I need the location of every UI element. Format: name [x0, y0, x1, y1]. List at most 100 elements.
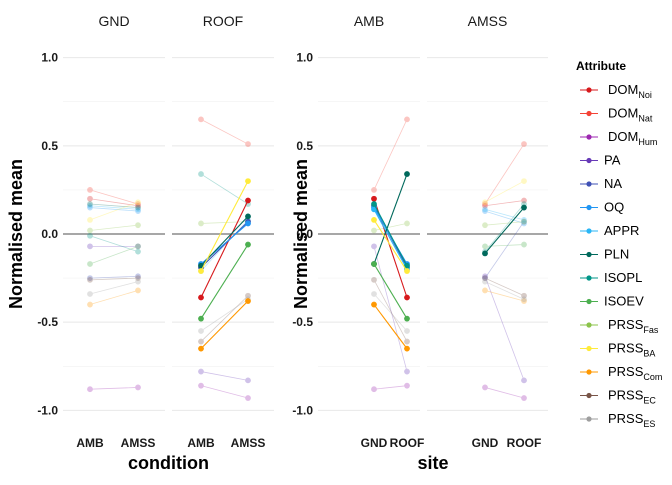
x-tick-label: AMSS — [121, 436, 156, 450]
facet-panel-roof: ROOF AMB AMSS — [172, 13, 274, 450]
series-line-dom-hum — [87, 384, 141, 393]
series-segment — [484, 221, 525, 226]
legend-key-point — [586, 345, 592, 352]
data-point — [482, 201, 488, 207]
legend-item: ISOPL — [580, 270, 642, 285]
legend-label-subscript: Noi — [638, 90, 652, 100]
data-point — [482, 206, 488, 213]
series-line-dom-hum — [482, 384, 527, 401]
series-segment — [484, 200, 525, 207]
series-line-isoev — [198, 241, 251, 322]
series-line-isoev — [87, 243, 141, 267]
data-point — [482, 222, 488, 229]
series-segment — [373, 173, 408, 265]
series-segment — [484, 143, 525, 205]
legend-label-subscript: Hum — [638, 137, 657, 147]
legend-item: PLN — [580, 247, 629, 262]
data-point — [135, 199, 141, 206]
data-point — [87, 291, 93, 297]
legend-item: OQ — [580, 200, 624, 215]
data-point — [198, 268, 204, 274]
legend-label: PRSSCom — [608, 364, 662, 382]
data-point — [482, 275, 488, 281]
series-segment — [200, 215, 249, 267]
series-segment — [373, 385, 408, 390]
y-tick-label: 1.0 — [296, 51, 313, 65]
data-point — [135, 287, 141, 294]
data-point — [135, 248, 141, 255]
legend-label: ISOEV — [604, 294, 644, 309]
data-point — [245, 178, 251, 184]
legend-key-point — [586, 392, 592, 399]
series-segment — [484, 210, 525, 224]
data-point — [87, 275, 93, 281]
series-line-pln — [198, 213, 251, 269]
legend-item: APPR — [580, 223, 639, 238]
series-segment — [200, 385, 249, 399]
data-point — [135, 275, 141, 281]
series-segment — [89, 277, 139, 281]
legend-key-point — [586, 228, 592, 234]
series-segment — [373, 246, 408, 372]
data-point — [198, 220, 204, 227]
series-line-dom-nat — [482, 141, 527, 207]
data-point — [198, 116, 204, 123]
data-point — [521, 220, 527, 227]
series-segment — [484, 208, 525, 221]
series-segment — [484, 276, 525, 381]
series-segment — [89, 203, 139, 208]
x-tick-label: GND — [472, 436, 499, 450]
series-line-prss-ba — [198, 178, 251, 274]
series-line-prss-ec — [371, 276, 410, 345]
series-line-isopl — [87, 232, 141, 255]
series-line-pln — [87, 201, 141, 211]
series-line-prss-fas — [482, 218, 527, 229]
data-point — [135, 243, 141, 250]
data-point — [521, 296, 527, 303]
series-line-prss-com — [371, 301, 410, 352]
data-point — [198, 294, 204, 301]
data-point — [87, 301, 93, 308]
legend-key-point — [586, 157, 592, 164]
legend-label-subscript: EC — [643, 396, 656, 406]
series-line-dom-nat — [87, 187, 141, 207]
data-point — [482, 243, 488, 250]
series-line-dom-noi — [87, 195, 141, 209]
series-segment — [89, 189, 139, 205]
legend-key-point — [586, 110, 592, 117]
legend-label-main: DOM — [608, 106, 638, 121]
data-point — [135, 208, 141, 214]
data-point — [482, 208, 488, 214]
x-tick-label: AMB — [187, 436, 215, 450]
legend-label-main: ISOPL — [604, 270, 642, 285]
legend-label: PRSSEC — [608, 388, 656, 406]
data-point — [87, 216, 93, 223]
y-tick-label: -0.5 — [292, 315, 313, 329]
data-point — [87, 243, 93, 250]
data-point — [371, 276, 377, 283]
data-point — [198, 315, 204, 322]
data-point — [245, 298, 251, 304]
series-line-prss-com — [198, 298, 251, 352]
data-point — [245, 220, 251, 227]
data-point — [521, 218, 527, 225]
data-point — [87, 202, 93, 209]
data-point — [521, 241, 527, 248]
series-segment — [484, 203, 525, 252]
series-line-oq — [482, 208, 527, 227]
series-segment — [200, 119, 249, 145]
series-line-prss-ec — [198, 292, 251, 345]
legend-label-main: OQ — [604, 200, 624, 215]
data-point — [482, 202, 488, 209]
data-point — [87, 204, 93, 211]
data-point — [245, 213, 251, 220]
series-line-dom-hum — [371, 382, 410, 393]
series-segment — [89, 275, 139, 279]
data-point — [482, 275, 488, 281]
legend-key-point — [586, 298, 592, 305]
strip-label-gnd: GND — [98, 13, 129, 29]
series-segment — [484, 221, 525, 279]
series-line-oq — [87, 204, 141, 214]
data-point — [198, 368, 204, 375]
